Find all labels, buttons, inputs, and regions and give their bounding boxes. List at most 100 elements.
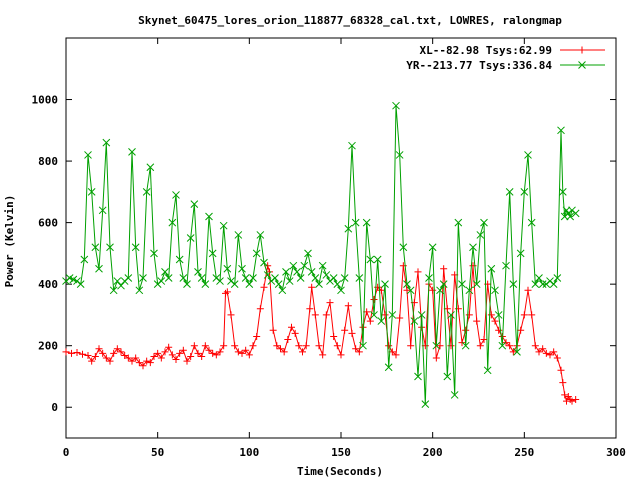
series-1-point [509,280,518,289]
x-tick-label: 300 [606,446,626,459]
series-1-point [520,187,529,196]
series-0-point [143,357,151,365]
series-0-point [429,286,437,294]
series-0-point [234,348,242,356]
series-0-point [542,349,550,357]
series-0-point [154,349,162,357]
series-1-point [80,255,89,264]
series-0-point [187,352,195,360]
series-1-point [208,249,217,258]
series-0-point [561,391,569,399]
series-1-point [436,286,444,295]
y-tick-label: 800 [38,155,58,168]
series-1-point [469,243,477,252]
series-1-point [186,234,195,242]
series-0-point [277,345,284,353]
series-1-point [142,187,151,196]
series-0-point [396,314,404,322]
series-1-point [406,286,415,295]
y-tick-label: 400 [38,278,58,291]
series-0-point [172,356,180,364]
series-1-point [491,286,499,295]
series-0-point [465,311,473,319]
series-1-point [260,258,268,267]
series-0-point [95,345,103,353]
series-1-point [373,255,382,264]
series-1-point [194,267,202,276]
series-1-point [549,280,558,289]
series-1-point [168,218,177,227]
series-0-point [291,329,299,337]
series-0-point [139,362,147,370]
series-1-point [245,280,254,289]
series-1-point [483,366,492,375]
series-0-point [557,366,565,374]
series-1-point [443,372,452,381]
series-0-point [348,329,356,337]
series-1-point [241,274,250,282]
series-1-point [425,274,433,282]
series-1-point [428,243,437,252]
series-0-point [220,342,228,350]
series-1-point [399,243,408,252]
series-1-point [392,101,400,110]
series-0-point [106,357,114,365]
series-1-point [370,311,378,319]
series-1-point [388,311,397,319]
series-1-point [417,311,426,319]
x-tick-label: 200 [423,446,443,459]
series-1-point [179,274,188,282]
series-0-point [506,342,514,350]
series-0-point [168,351,176,359]
series-1-point [135,286,144,295]
series-1-point [252,249,261,258]
series-0-point [198,352,206,360]
series-1-point [337,286,345,295]
series-1-point [128,147,136,156]
series-0-point [374,283,382,291]
series-0-point [295,342,303,350]
series-0-point [392,351,400,359]
series-1-point [355,274,364,282]
series-1-point [318,261,327,270]
series-0-point [146,359,154,367]
series-0-point [102,354,110,362]
series-1-point [139,274,147,282]
series-0-point [194,349,202,357]
series-0-point [280,348,288,356]
series-1-point [87,187,96,196]
series-1-point [304,249,312,258]
series-0-point [440,265,448,273]
series-0-point [550,348,558,356]
series-0-point [344,302,352,310]
series-1-point [447,311,455,319]
series-1-point [285,277,294,285]
series-1-point [476,231,485,239]
series-1-point [274,280,283,289]
series-0-point [260,283,268,291]
series-1-point [359,341,367,350]
series-1-point [498,341,507,350]
series-1-point [557,126,565,135]
series-1-point [384,363,393,372]
series-0-point [190,342,198,350]
series-0-point [79,350,86,358]
series-0-point [308,283,316,291]
series-0-point [161,348,169,356]
series-1-point [146,163,155,172]
series-0-point [315,342,323,350]
series-0-point [487,311,495,319]
series-1-point [439,280,448,289]
series-1-point [117,281,125,290]
series-1-point [322,271,331,279]
x-tick-label: 50 [151,446,164,459]
series-0-point [288,323,295,331]
series-0-point [165,343,173,351]
y-tick-label: 200 [38,340,58,353]
series-0-point [216,348,224,356]
series-1-point [487,264,496,273]
series-1-point [524,151,532,159]
series-1-point [91,243,100,252]
series-1-point [289,261,298,270]
